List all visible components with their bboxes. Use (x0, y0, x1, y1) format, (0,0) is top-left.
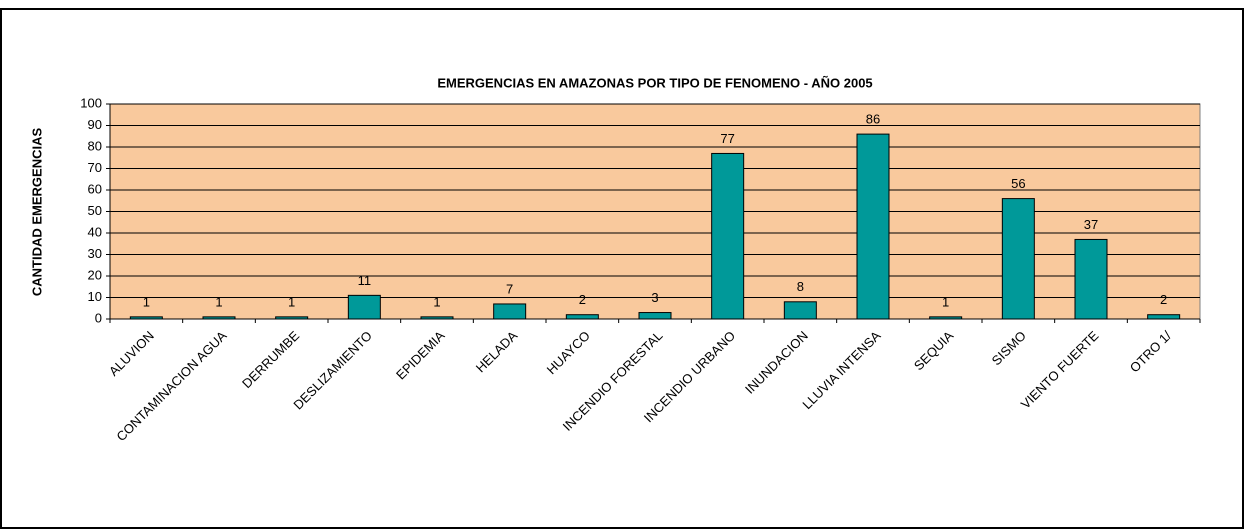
bar (1147, 314, 1181, 320)
data-label: 56 (1011, 176, 1025, 191)
y-tick-label: 30 (88, 246, 102, 261)
bar (1001, 198, 1035, 320)
y-tick-label: 90 (88, 117, 102, 132)
data-label: 1 (942, 294, 949, 309)
data-label: 1 (433, 294, 440, 309)
y-tick-label: 100 (80, 95, 102, 110)
y-axis-label: CANTIDAD EMERGENCIAS (29, 128, 44, 297)
y-tick-label: 0 (95, 310, 102, 325)
bar (420, 316, 454, 320)
bar (638, 312, 672, 320)
bar (565, 314, 599, 320)
y-tick-label: 80 (88, 138, 102, 153)
data-label: 77 (720, 131, 734, 146)
y-tick-label: 50 (88, 203, 102, 218)
bar (129, 316, 163, 320)
data-label: 11 (358, 273, 372, 288)
bar (347, 294, 381, 320)
y-tick-label: 40 (88, 224, 102, 239)
data-label: 1 (215, 294, 222, 309)
bar (711, 152, 745, 320)
y-tick-label: 60 (88, 181, 102, 196)
data-label: 8 (797, 279, 804, 294)
data-label: 1 (143, 294, 150, 309)
bar (856, 133, 890, 320)
chart-title: EMERGENCIAS EN AMAZONAS POR TIPO DE FENO… (437, 75, 872, 90)
data-label: 37 (1084, 217, 1098, 232)
data-label: 2 (579, 292, 586, 307)
bar (493, 303, 527, 320)
bar (1074, 238, 1108, 320)
data-label: 2 (1160, 292, 1167, 307)
bar (929, 316, 963, 320)
data-label: 7 (506, 281, 513, 296)
bar (783, 301, 817, 320)
y-tick-label: 10 (88, 289, 102, 304)
data-label: 86 (866, 112, 880, 127)
y-tick-label: 20 (88, 267, 102, 282)
data-label: 1 (288, 294, 295, 309)
data-label: 3 (651, 290, 658, 305)
bar (202, 316, 236, 320)
y-tick-label: 70 (88, 160, 102, 175)
bar (275, 316, 309, 320)
